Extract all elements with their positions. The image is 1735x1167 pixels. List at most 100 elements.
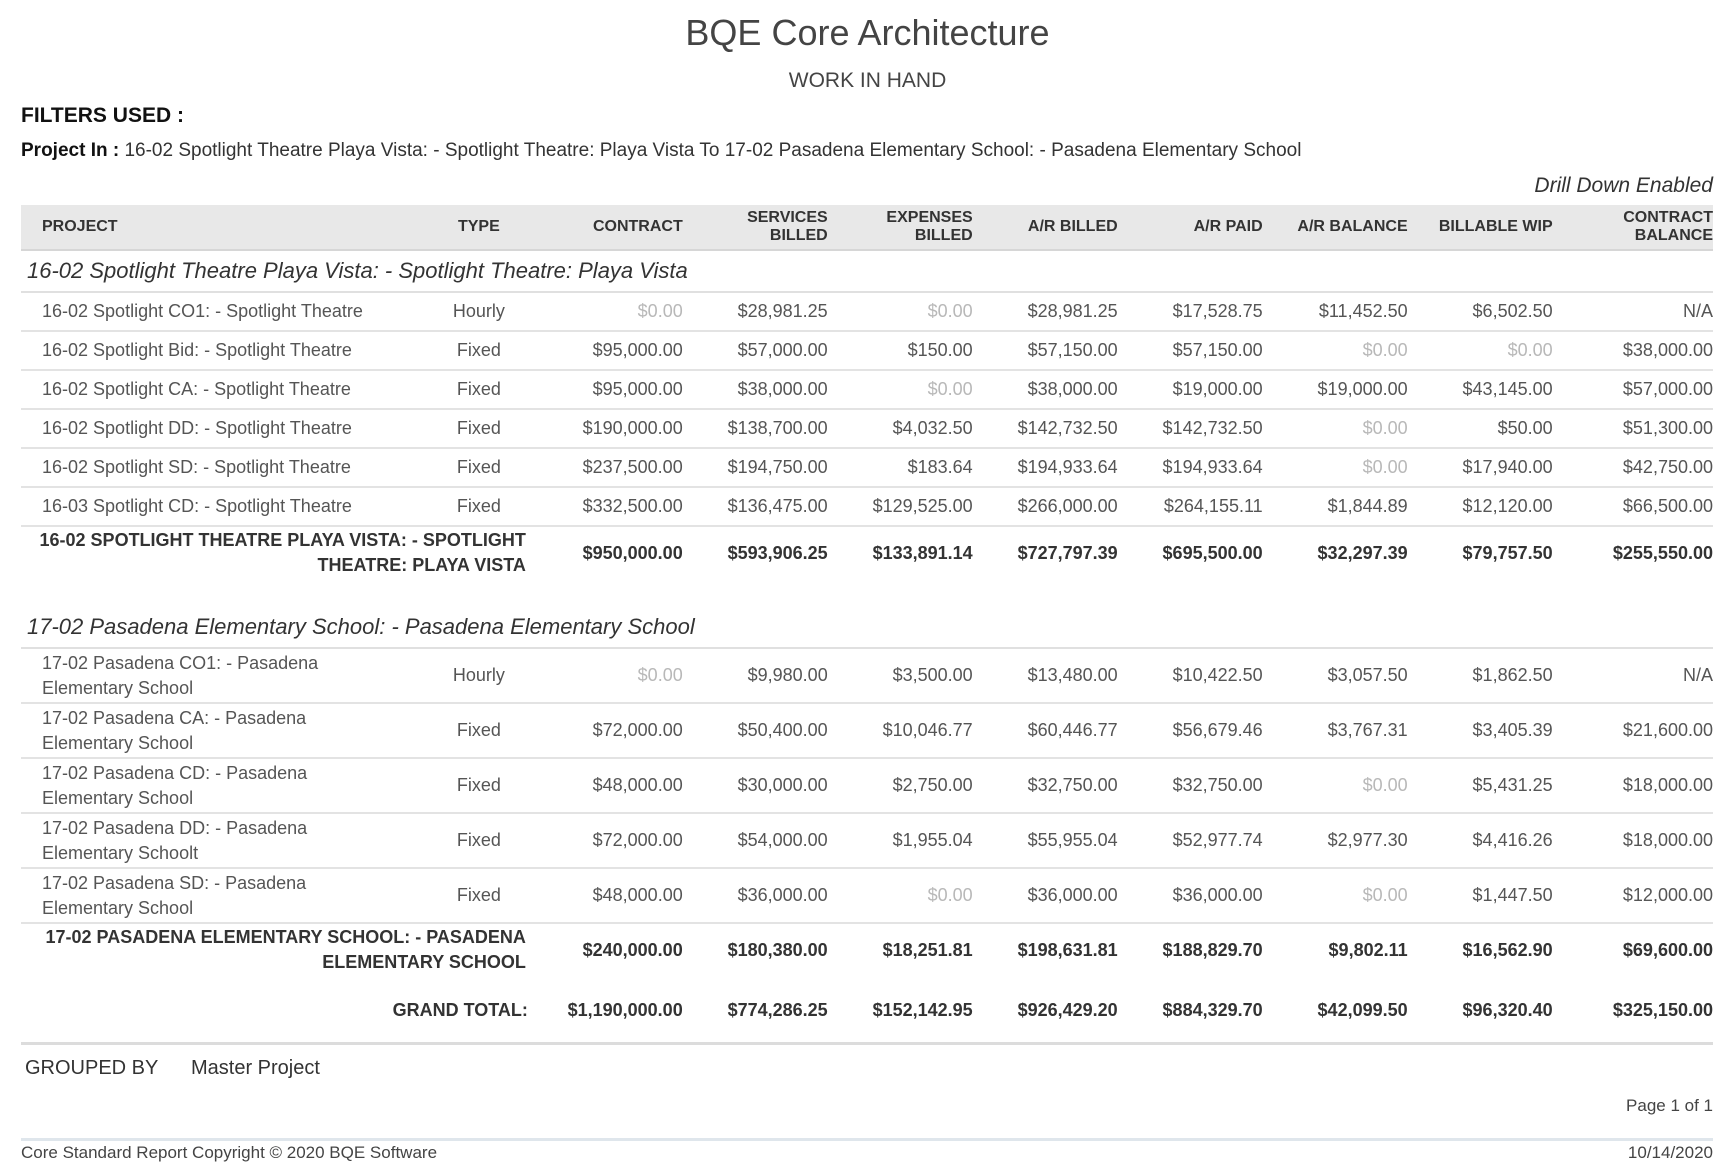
cell-project[interactable]: 16-02 Spotlight CO1: - Spotlight Theatre — [21, 292, 430, 332]
table-row[interactable]: 16-02 Spotlight SD: - Spotlight Theatre … — [21, 448, 1713, 488]
cell-type: Fixed — [429, 409, 528, 449]
cell-billable-wip: $4,416.26 — [1407, 813, 1553, 869]
cell-billable-wip: $43,145.00 — [1407, 370, 1553, 410]
col-project[interactable]: PROJECT — [21, 205, 430, 251]
subtotal-label-line1: 17-02 PASADENA ELEMENTARY SCHOOL: - PASA… — [45, 927, 526, 947]
grand-total-contract: $1,190,000.00 — [567, 999, 683, 1020]
table-row[interactable]: 16-02 Spotlight Bid: - Spotlight Theatre… — [21, 331, 1713, 371]
cell-type: Fixed — [429, 448, 528, 488]
subtotal-label: 17-02 PASADENA ELEMENTARY SCHOOL: - PASA… — [21, 923, 528, 976]
table-row[interactable]: 16-02 Spotlight CA: - Spotlight Theatre … — [21, 370, 1713, 410]
group-header: 17-02 Pasadena Elementary School: - Pasa… — [21, 607, 1713, 649]
cell-ar-balance: $0.00 — [1262, 758, 1408, 814]
cell-contract-balance: $18,000.00 — [1552, 813, 1713, 869]
cell-expenses-billed: $150.00 — [827, 331, 973, 371]
cell-type: Hourly — [429, 292, 528, 332]
cell-project[interactable]: 17-02 Pasadena CA: - Pasadena Elementary … — [21, 703, 430, 759]
group-name[interactable]: 16-02 Spotlight Theatre Playa Vista: - S… — [21, 250, 1713, 293]
cell-ar-balance: $0.00 — [1262, 331, 1408, 371]
col-ar-paid[interactable]: A/R PAID — [1117, 205, 1263, 251]
table-row[interactable]: 17-02 Pasadena CO1: - Pasadena Elementary… — [21, 648, 1713, 704]
report-title: WORK IN HAND — [788, 69, 947, 92]
cell-ar-billed: $36,000.00 — [972, 868, 1118, 924]
cell-expenses-billed: $1,955.04 — [827, 813, 973, 869]
cell-billable-wip: $5,431.25 — [1407, 758, 1553, 814]
col-contract-balance[interactable]: CONTRACT BALANCE — [1552, 205, 1713, 251]
cell-project[interactable]: 16-02 Spotlight SD: - Spotlight Theatre — [21, 448, 430, 488]
cell-ar-paid: $10,422.50 — [1117, 648, 1263, 704]
col-services-billed[interactable]: SERVICES BILLED — [682, 205, 828, 251]
cell-project[interactable]: 17-02 Pasadena CD: - Pasadena Elementary … — [21, 758, 430, 814]
cell-billable-wip: $6,502.50 — [1407, 292, 1553, 332]
col-ar-balance[interactable]: A/R BALANCE — [1262, 205, 1408, 251]
cell-ar-billed: $266,000.00 — [972, 487, 1118, 527]
company-title: BQE Core Architecture — [685, 12, 1050, 53]
col-ar-billed[interactable]: A/R BILLED — [972, 205, 1118, 251]
grand-total-ar-balance: $42,099.50 — [1317, 999, 1408, 1020]
cell-contract: $72,000.00 — [527, 813, 683, 869]
cell-project[interactable]: 17-02 Pasadena DD: - Pasadena Elementary … — [21, 813, 430, 869]
cell-project-line1: 17-02 Pasadena CO1: - Pasadena — [42, 652, 319, 673]
page-number: Page 1 of 1 — [1626, 1096, 1713, 1115]
cell-ar-paid: $56,679.46 — [1117, 703, 1263, 759]
cell-type: Fixed — [429, 370, 528, 410]
col-type[interactable]: TYPE — [429, 205, 528, 251]
cell-contract: $0.00 — [527, 648, 683, 704]
cell-ar-billed: $28,981.25 — [972, 292, 1118, 332]
cell-services-billed: $194,750.00 — [682, 448, 828, 488]
col-contract-balance-line1: CONTRACT — [1623, 209, 1713, 226]
cell-project[interactable]: 16-02 Spotlight CA: - Spotlight Theatre — [21, 370, 430, 410]
col-billable-wip[interactable]: BILLABLE WIP — [1407, 205, 1553, 251]
col-contract-balance-line2: BALANCE — [1634, 227, 1713, 244]
col-services-billed-line1: SERVICES — [747, 209, 828, 226]
grand-total-ar-paid: $884,329.70 — [1162, 999, 1263, 1020]
cell-contract: $332,500.00 — [527, 487, 683, 527]
col-contract[interactable]: CONTRACT — [527, 205, 683, 251]
cell-project[interactable]: 16-02 Spotlight Bid: - Spotlight Theatre — [21, 331, 430, 371]
cell-services-billed: $36,000.00 — [682, 868, 828, 924]
group-name[interactable]: 17-02 Pasadena Elementary School: - Pasa… — [21, 607, 1713, 649]
cell-ar-paid: $52,977.74 — [1117, 813, 1263, 869]
cell-ar-paid: $19,000.00 — [1117, 370, 1263, 410]
cell-ar-paid: $17,528.75 — [1117, 292, 1263, 332]
cell-contract: $72,000.00 — [527, 703, 683, 759]
table-row[interactable]: 16-02 Spotlight CO1: - Spotlight Theatre… — [21, 292, 1713, 332]
cell-type: Fixed — [429, 813, 528, 869]
cell-project[interactable]: 17-02 Pasadena SD: - Pasadena Elementary … — [21, 868, 430, 924]
cell-contract: $48,000.00 — [527, 868, 683, 924]
subtotal-contract: $240,000.00 — [582, 939, 683, 960]
subtotal-expenses-billed: $133,891.14 — [872, 542, 973, 563]
footer-divider — [21, 1042, 1713, 1045]
report-date: 10/14/2020 — [1627, 1143, 1713, 1162]
table-row[interactable]: 17-02 Pasadena CA: - Pasadena Elementary … — [21, 703, 1713, 759]
cell-project[interactable]: 17-02 Pasadena CO1: - Pasadena Elementary… — [21, 648, 430, 704]
cell-project-line2: Elementary School — [42, 787, 194, 808]
cell-ar-balance: $0.00 — [1262, 409, 1408, 449]
grand-total-row: GRAND TOTAL: $1,190,000.00 $774,286.25 $… — [21, 990, 1713, 1030]
grand-total-billable-wip: $96,320.40 — [1462, 999, 1553, 1020]
col-expenses-billed[interactable]: EXPENSES BILLED — [827, 205, 973, 251]
table-row[interactable]: 17-02 Pasadena SD: - Pasadena Elementary … — [21, 868, 1713, 924]
col-expenses-billed-line1: EXPENSES — [886, 209, 973, 226]
cell-project[interactable]: 16-02 Spotlight DD: - Spotlight Theatre — [21, 409, 430, 449]
subtotal-ar-paid: $695,500.00 — [1162, 542, 1263, 563]
cell-ar-billed: $38,000.00 — [972, 370, 1118, 410]
cell-expenses-billed: $129,525.00 — [827, 487, 973, 527]
subtotal-billable-wip: $79,757.50 — [1462, 542, 1553, 563]
cell-type: Fixed — [429, 487, 528, 527]
cell-project[interactable]: 16-03 Spotlight CD: - Spotlight Theatre — [21, 487, 430, 527]
cell-contract: $48,000.00 — [527, 758, 683, 814]
cell-contract-balance: N/A — [1552, 292, 1713, 332]
drill-down-indicator: Drill Down Enabled — [1534, 174, 1713, 197]
col-services-billed-line2: BILLED — [769, 227, 828, 244]
table-row[interactable]: 16-02 Spotlight DD: - Spotlight Theatre … — [21, 409, 1713, 449]
cell-contract-balance: $42,750.00 — [1552, 448, 1713, 488]
grand-total-ar-billed: $926,429.20 — [1017, 999, 1118, 1020]
table-row[interactable]: 17-02 Pasadena CD: - Pasadena Elementary … — [21, 758, 1713, 814]
cell-services-billed: $38,000.00 — [682, 370, 828, 410]
table-row[interactable]: 16-03 Spotlight CD: - Spotlight Theatre … — [21, 487, 1713, 527]
table-row[interactable]: 17-02 Pasadena DD: - Pasadena Elementary … — [21, 813, 1713, 869]
cell-contract-balance: $57,000.00 — [1552, 370, 1713, 410]
cell-billable-wip: $12,120.00 — [1407, 487, 1553, 527]
cell-contract-balance: $66,500.00 — [1552, 487, 1713, 527]
